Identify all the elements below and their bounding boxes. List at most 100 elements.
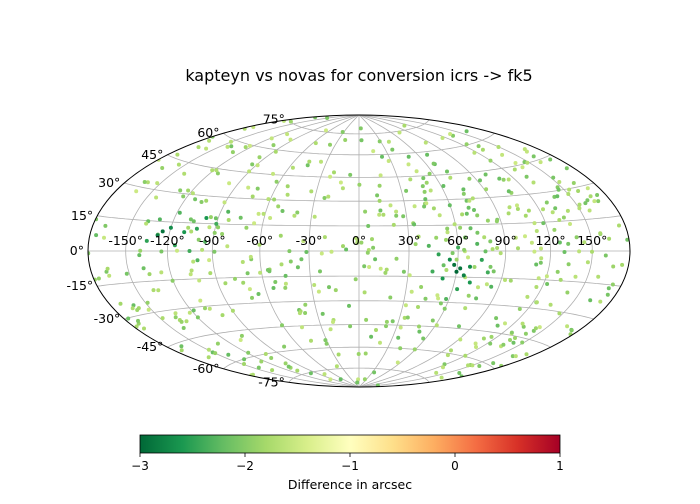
data-point	[603, 253, 608, 258]
data-point	[539, 246, 543, 251]
chart-title: kapteyn vs novas for conversion icrs -> …	[185, 66, 532, 85]
data-point	[447, 257, 452, 262]
data-point	[203, 306, 207, 311]
data-point	[370, 237, 374, 242]
data-point	[441, 263, 446, 268]
data-point	[421, 176, 426, 181]
data-point	[250, 162, 255, 167]
latitude-tick-label: -45°	[137, 339, 164, 354]
data-point	[520, 321, 525, 326]
data-point	[577, 206, 582, 211]
data-point	[270, 368, 275, 373]
data-point	[179, 319, 184, 324]
data-point	[541, 221, 546, 226]
data-point	[571, 181, 576, 185]
longitude-tick-label: -120°	[150, 233, 185, 248]
data-point	[620, 262, 625, 267]
data-point	[332, 170, 336, 175]
data-point	[409, 289, 414, 294]
data-point	[230, 308, 235, 313]
data-point	[516, 246, 520, 251]
data-point	[207, 225, 212, 230]
data-point	[378, 208, 383, 213]
data-point	[243, 145, 248, 150]
data-point	[255, 163, 260, 168]
data-point	[585, 186, 590, 191]
data-point	[436, 296, 441, 301]
data-point	[145, 300, 150, 305]
parallel-line	[167, 324, 551, 348]
data-point	[417, 329, 422, 334]
data-point	[513, 354, 518, 359]
data-point	[220, 313, 225, 318]
data-point	[107, 273, 112, 278]
data-point	[226, 209, 231, 214]
longitude-tick-label: 60°	[447, 233, 469, 248]
data-point	[272, 197, 277, 202]
colorbar-tick-label: 1	[556, 459, 564, 473]
data-point	[160, 166, 165, 170]
data-point	[467, 198, 472, 203]
data-point	[436, 252, 441, 257]
colorbar-gradient	[139, 434, 561, 454]
data-point	[490, 247, 495, 252]
data-point	[263, 352, 268, 356]
data-point	[280, 323, 284, 328]
data-point	[449, 348, 453, 353]
data-point	[461, 187, 466, 192]
data-point	[402, 123, 407, 128]
latitude-tick-label: -60°	[193, 361, 220, 376]
data-point	[550, 210, 555, 215]
data-point	[488, 239, 493, 244]
data-point	[273, 149, 278, 154]
data-point	[160, 229, 165, 234]
data-point	[372, 370, 377, 375]
data-point	[448, 175, 453, 180]
data-point	[454, 257, 459, 262]
data-point	[142, 180, 147, 184]
data-point	[172, 243, 177, 248]
data-point	[322, 235, 327, 240]
data-point	[463, 353, 468, 358]
data-point	[378, 173, 383, 178]
data-point	[340, 130, 345, 134]
data-point	[456, 245, 461, 250]
data-point	[328, 327, 333, 332]
data-point	[574, 235, 579, 240]
data-point	[441, 365, 445, 370]
data-point	[424, 201, 429, 206]
data-point	[521, 324, 526, 329]
data-point	[141, 266, 146, 271]
data-point	[475, 241, 480, 246]
data-point	[470, 363, 475, 368]
data-point	[533, 326, 538, 331]
data-point	[565, 324, 570, 329]
data-point	[215, 341, 220, 346]
data-point	[506, 211, 511, 216]
data-point	[175, 152, 180, 157]
sky-boundary	[87, 114, 631, 388]
data-point	[206, 347, 211, 352]
data-point	[363, 209, 368, 214]
data-point	[440, 136, 445, 140]
data-point	[470, 196, 475, 201]
data-point	[431, 206, 436, 211]
data-point	[431, 161, 436, 166]
data-point	[388, 203, 393, 208]
longitude-tick-labels: -150° -120° -90° -60° -30° 0° 30° 60° 90° 120° 150…	[108, 233, 607, 248]
data-point	[430, 269, 435, 274]
data-point	[483, 249, 488, 254]
data-point	[191, 308, 196, 313]
data-point	[307, 159, 312, 164]
data-point	[359, 240, 364, 245]
data-point	[467, 280, 472, 285]
data-point	[199, 200, 204, 204]
data-point	[532, 221, 537, 226]
data-point	[309, 189, 314, 194]
data-point	[460, 212, 465, 217]
data-point	[207, 306, 212, 311]
data-point	[247, 287, 252, 292]
data-point	[124, 271, 129, 276]
data-point	[197, 278, 202, 283]
data-point	[271, 143, 276, 148]
